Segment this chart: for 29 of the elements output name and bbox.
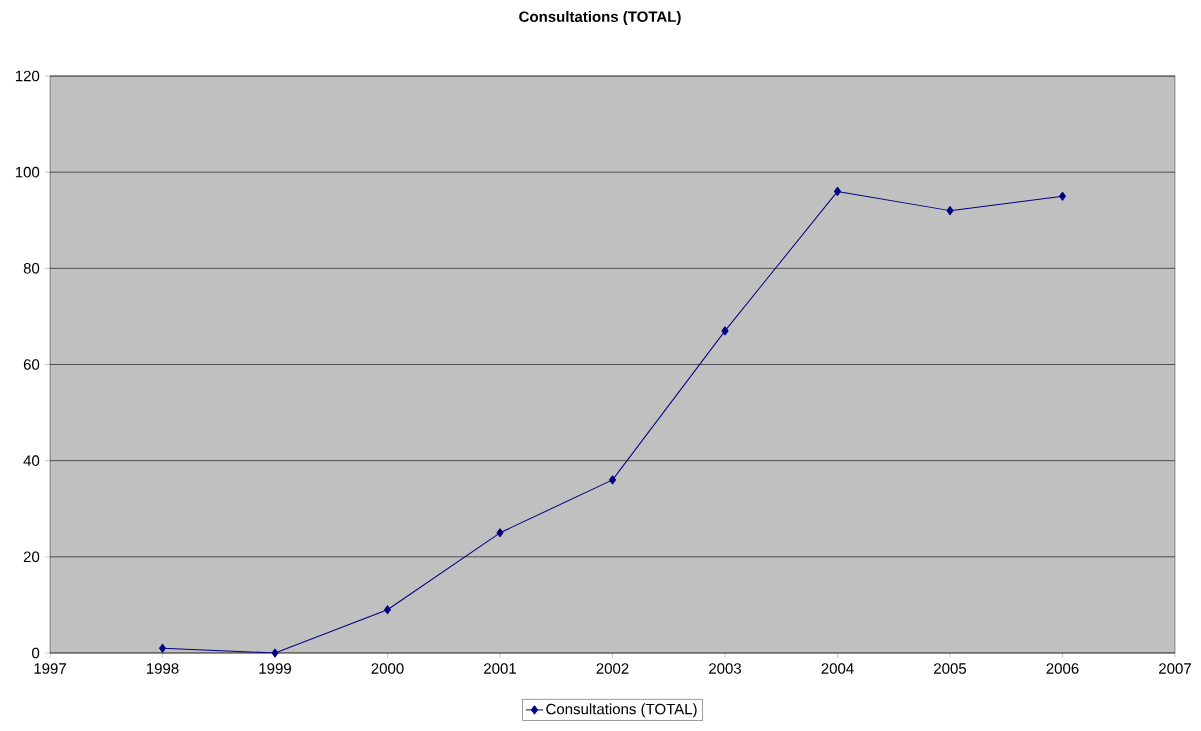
y-tick-label: 60 [23, 359, 40, 370]
point [721, 326, 729, 336]
legend-label: Consultations (TOTAL) [546, 703, 697, 718]
x-tick-label: 2000 [371, 663, 404, 674]
x-tick-label: 2002 [596, 663, 629, 674]
x-tick-label: 1998 [146, 663, 179, 674]
point [384, 605, 392, 615]
point [946, 206, 954, 216]
point [271, 648, 279, 658]
y-tick-label: 100 [15, 166, 40, 178]
y-tick-label: 40 [23, 455, 40, 466]
chart-title: Consultations (TOTAL) [519, 11, 681, 25]
point [159, 643, 166, 653]
x-tick-label: 1999 [259, 663, 291, 674]
y-tick-label: 20 [23, 551, 40, 563]
y-tick-label: 0 [32, 647, 40, 659]
x-tick-label: 2004 [821, 663, 854, 674]
x-tick-label: 2005 [934, 663, 967, 674]
point [609, 475, 617, 485]
x-tick-label: 1997 [34, 663, 66, 674]
point [496, 528, 504, 538]
x-tick-label: 2006 [1046, 663, 1079, 674]
point [1059, 191, 1067, 201]
x-tick-label: 2007 [1159, 663, 1191, 674]
x-tick-label: 2003 [709, 663, 742, 674]
x-tick-label: 2001 [484, 663, 516, 674]
y-tick-label: 80 [23, 263, 40, 274]
y-tick-label: 120 [15, 70, 40, 82]
point [834, 186, 842, 196]
